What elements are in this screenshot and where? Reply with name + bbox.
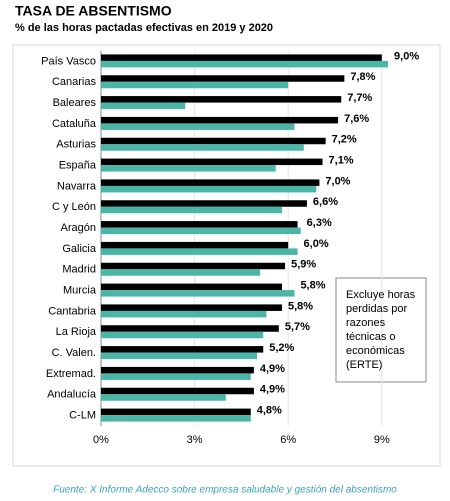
y-tick-label: Navarra	[57, 180, 97, 192]
bar	[101, 102, 186, 110]
value-label: 9,0%	[394, 50, 419, 62]
bar	[101, 248, 298, 255]
bar	[101, 165, 276, 172]
x-tick-label: 0%	[93, 434, 109, 446]
value-label: 5,8%	[300, 279, 325, 291]
bar	[101, 310, 267, 318]
value-label: 4,8%	[257, 404, 282, 416]
y-tick-label: Andalucía	[47, 389, 97, 401]
value-label: 5,2%	[269, 342, 294, 354]
source-note: Fuente: X Informe Adecco sobre empresa s…	[53, 485, 397, 496]
value-label: 5,7%	[285, 321, 310, 333]
bar	[101, 123, 295, 130]
chart-subtitle: % de las horas pactadas efectivas en 201…	[15, 22, 273, 34]
bar	[101, 200, 307, 207]
bar	[101, 221, 298, 228]
bar	[101, 352, 257, 360]
y-tick-label: País Vasco	[41, 55, 96, 67]
x-tick-label: 6%	[280, 434, 296, 446]
value-label: 4,9%	[260, 363, 285, 375]
bar	[101, 262, 286, 270]
value-label: 5,9%	[291, 259, 316, 271]
bar	[101, 408, 251, 416]
bar	[101, 54, 382, 61]
bar	[101, 75, 345, 82]
annotation-line: técnicas o	[346, 331, 396, 343]
chart-title: TASA DE ABSENTISMO	[15, 3, 172, 19]
annotation-line: (ERTE)	[346, 359, 382, 371]
y-tick-label: Cataluña	[52, 118, 97, 130]
value-label: 4,9%	[260, 384, 285, 396]
bar	[101, 60, 389, 68]
y-tick-label: C-LM	[69, 409, 96, 421]
y-tick-label: Extremad.	[46, 368, 96, 380]
annotation-line: razones	[346, 317, 386, 329]
bar	[101, 394, 226, 401]
value-label: 7,0%	[325, 175, 350, 187]
bar	[101, 373, 251, 380]
bar	[101, 158, 323, 166]
y-tick-label: Madrid	[62, 264, 96, 276]
y-tick-label: Murcia	[63, 284, 97, 296]
annotation-line: económicas	[346, 345, 405, 357]
value-label: 6,3%	[307, 217, 332, 229]
bar	[101, 269, 261, 276]
annotation-line: perdidas por	[346, 303, 407, 315]
y-tick-label: Canarias	[52, 76, 97, 88]
y-tick-label: C y León	[52, 201, 96, 213]
y-tick-label: C. Valen.	[52, 347, 96, 359]
y-tick-label: Aragón	[61, 222, 96, 234]
chart-frame	[12, 44, 441, 467]
value-label: 7,2%	[332, 134, 357, 146]
bar	[101, 96, 342, 103]
y-tick-label: Galicia	[62, 243, 97, 255]
value-label: 6,6%	[313, 196, 338, 208]
bar	[101, 81, 289, 89]
bar	[101, 415, 251, 422]
bar	[101, 387, 254, 395]
value-label: 7,6%	[344, 113, 369, 125]
x-tick-label: 3%	[187, 434, 203, 446]
bar	[101, 116, 339, 124]
bar	[101, 290, 295, 297]
bar	[101, 331, 264, 339]
value-label: 6,0%	[304, 238, 329, 250]
bar	[101, 325, 279, 332]
annotation-line: Excluye horas	[346, 289, 416, 301]
value-label: 7,8%	[350, 71, 375, 83]
y-tick-label: Cantabria	[48, 305, 97, 317]
bar	[101, 304, 282, 311]
x-tick-label: 9%	[374, 434, 390, 446]
y-tick-label: Asturias	[56, 139, 96, 151]
y-tick-label: Baleares	[53, 97, 97, 109]
y-tick-label: La Rioja	[56, 326, 97, 338]
bar	[101, 346, 264, 353]
value-label: 5,8%	[288, 300, 313, 312]
bar	[101, 366, 254, 374]
bar	[101, 283, 282, 291]
bar	[101, 179, 320, 186]
bar	[101, 227, 301, 235]
y-tick-label: España	[59, 159, 97, 171]
value-label: 7,7%	[347, 92, 372, 104]
bar	[101, 241, 289, 249]
bar	[101, 185, 317, 193]
annotation-box	[335, 277, 427, 383]
value-label: 7,1%	[329, 154, 354, 166]
bar	[101, 206, 282, 214]
bar	[101, 144, 304, 151]
bar	[101, 137, 326, 145]
